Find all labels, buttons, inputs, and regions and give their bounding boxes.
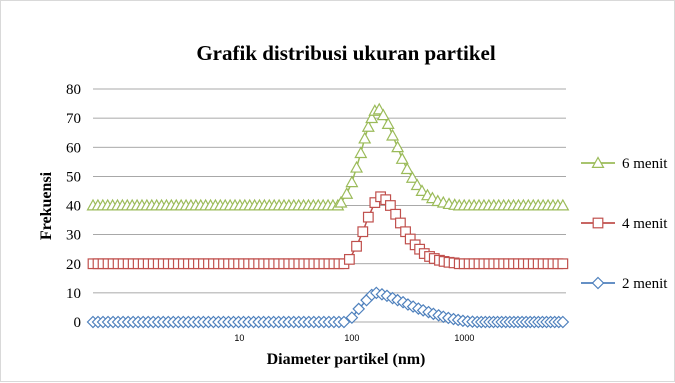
- legend-marker: [591, 156, 605, 168]
- legend-item: 4 menit: [581, 216, 668, 232]
- data-point: [557, 258, 569, 270]
- data-point: [400, 162, 414, 175]
- series-4-menit: [87, 191, 569, 270]
- y-tick-label: 80: [66, 82, 81, 98]
- data-point: [351, 240, 362, 252]
- chart-title: Grafik distribusi ukuran partikel: [196, 41, 495, 65]
- y-axis-ticks: 0 10 20 30 40 50 60 70 80: [66, 82, 81, 331]
- legend-label: 6 menit: [622, 156, 668, 172]
- data-point: [357, 226, 369, 238]
- legend-label: 4 menit: [622, 216, 668, 232]
- data-point: [361, 120, 375, 132]
- data-point: [415, 184, 429, 196]
- y-tick-label: 30: [66, 228, 81, 244]
- data-point: [410, 178, 424, 191]
- data-point: [340, 187, 354, 199]
- legend-marker: [592, 217, 604, 229]
- data-point: [391, 140, 405, 153]
- x-tick-label: 10: [234, 333, 244, 343]
- series-line: [93, 108, 563, 207]
- x-tick-label: 1000: [454, 333, 474, 343]
- y-tick-label: 20: [66, 257, 81, 273]
- legend-marker: [591, 276, 605, 290]
- legend-label: 2 menit: [622, 276, 668, 292]
- y-tick-label: 60: [66, 140, 81, 156]
- data-point: [395, 152, 409, 164]
- x-tick-label: 100: [344, 333, 359, 343]
- series-2-menit: [86, 286, 570, 329]
- y-tick-label: 10: [66, 286, 81, 302]
- data-point: [337, 315, 351, 329]
- y-tick-label: 70: [66, 111, 81, 127]
- series-layer: [86, 102, 570, 329]
- y-tick-label: 50: [66, 169, 81, 185]
- legend-item: 2 menit: [581, 276, 668, 292]
- y-tick-label: 40: [66, 199, 81, 215]
- data-point: [334, 195, 348, 208]
- data-point: [343, 253, 355, 265]
- data-point: [381, 117, 395, 129]
- data-point: [358, 131, 372, 144]
- data-point: [386, 128, 400, 141]
- data-point: [369, 197, 381, 208]
- data-point: [556, 198, 570, 211]
- y-tick-label: 0: [74, 315, 82, 331]
- data-point: [556, 315, 570, 329]
- data-point: [350, 160, 364, 173]
- data-point: [354, 146, 368, 159]
- data-point: [352, 302, 366, 316]
- data-point: [365, 111, 379, 124]
- x-axis-ticks: 10 100 1000: [234, 333, 474, 343]
- legend: 6 menit 4 menit 2 menit: [581, 156, 668, 292]
- x-axis-title: Diameter partikel (nm): [267, 351, 426, 368]
- data-point: [345, 175, 359, 188]
- data-point: [345, 311, 359, 324]
- series-6-menit: [86, 102, 570, 211]
- data-point: [376, 108, 390, 121]
- legend-item: 6 menit: [581, 156, 668, 172]
- data-point: [362, 211, 374, 223]
- y-axis-title: Frekuensi: [38, 171, 55, 240]
- data-point: [405, 171, 419, 183]
